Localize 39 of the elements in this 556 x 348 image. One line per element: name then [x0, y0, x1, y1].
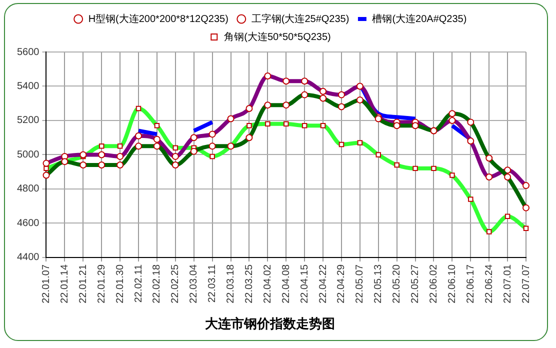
x-tick-label: 22.01.07	[40, 264, 52, 304]
y-tick-label: 5000	[16, 149, 40, 160]
x-tick-label: 22.05.27	[410, 264, 422, 304]
x-tick-label: 22.02.18	[152, 264, 163, 304]
x-tick-label: 22.01.29	[96, 264, 108, 304]
x-tick-label: 22.03.25	[244, 264, 255, 304]
x-tick-label: 22.07.01	[502, 264, 514, 304]
x-tick-label: 22.01.14	[59, 264, 70, 304]
x-tick-label: 22.05.20	[392, 264, 403, 304]
x-tick-label: 22.04.15	[299, 264, 310, 304]
x-tick-label: 22.06.02	[428, 264, 440, 304]
x-tick-label: 22.02.11	[133, 264, 144, 303]
x-tick-label: 22.06.10	[446, 264, 458, 304]
x-tick-label: 22.03.04	[188, 264, 200, 304]
x-tick-label: 22.01.30	[114, 264, 126, 304]
x-tick-label: 22.03.11	[207, 264, 218, 303]
y-tick-label: 4600	[16, 218, 40, 229]
legend-label: 工字钢(大连25#Q235)	[251, 12, 350, 25]
x-tick-label: 22.04.22	[318, 264, 329, 304]
y-tick-label: 5400	[16, 80, 40, 92]
x-tick-label: 22.04.29	[336, 264, 348, 304]
x-tick-label: 22.02.25	[170, 264, 182, 304]
x-tick-label: 22.04.02	[262, 264, 274, 304]
legend-label: 槽钢(大连20A#Q235)	[372, 12, 467, 25]
x-tick-label: 22.06.24	[484, 264, 495, 304]
x-tick-label: 22.05.07	[354, 264, 366, 304]
x-tick-label: 22.06.17	[465, 264, 476, 304]
x-tick-label: 22.04.08	[280, 264, 292, 304]
x-tick-label: 22.03.18	[226, 264, 237, 304]
x-tick-label: 22.07.07	[520, 264, 532, 304]
legend-label: 角钢(大连50*50*5Q235)	[224, 30, 331, 43]
x-tick-label: 22.05.13	[373, 264, 384, 304]
legend-label: H型钢(大连200*200*8*12Q235)	[88, 12, 228, 25]
y-tick-label: 4400	[16, 252, 40, 264]
y-tick-label: 5200	[16, 115, 40, 126]
text: 大连市钢价指数走势图	[205, 316, 335, 331]
y-tick-label: 5600	[16, 46, 40, 58]
x-tick-label: 22.01.21	[78, 264, 89, 304]
y-tick-label: 4800	[16, 184, 40, 195]
